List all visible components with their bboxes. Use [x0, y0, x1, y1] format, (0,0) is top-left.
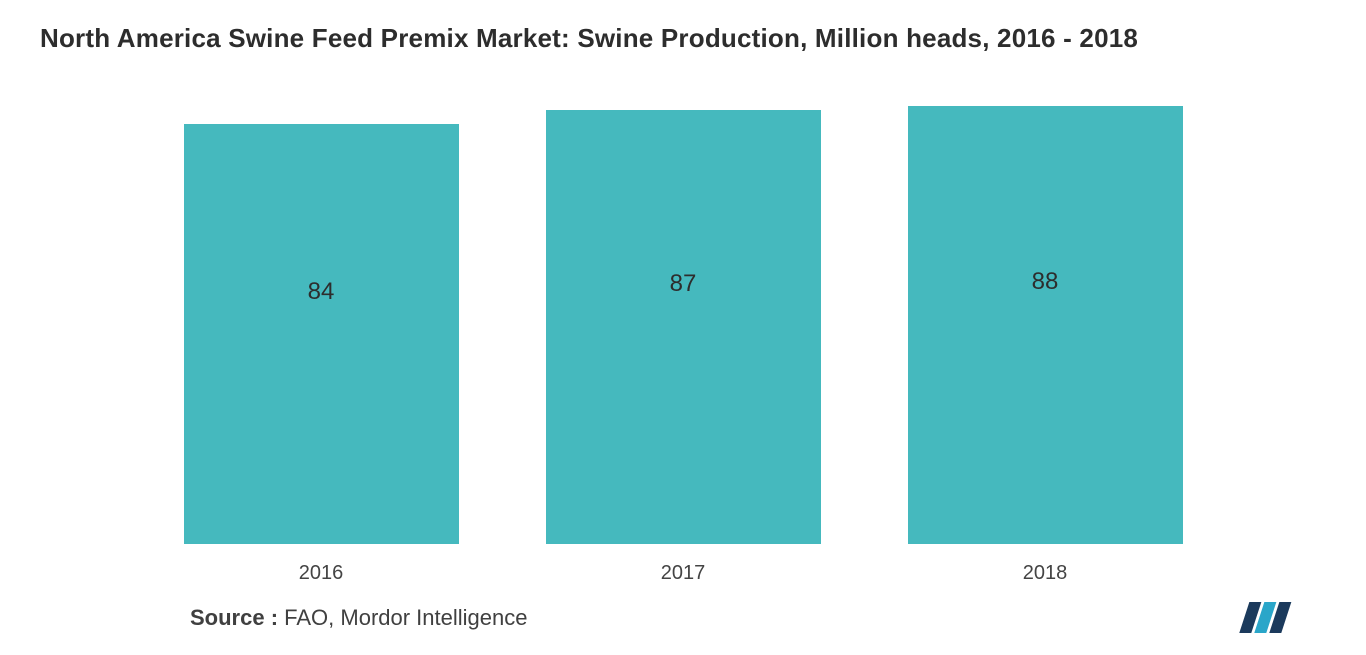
- bar-value-label: 87: [670, 270, 697, 298]
- chart-footer: Source : FAO, Mordor Intelligence: [40, 585, 1326, 635]
- source-value: FAO, Mordor Intelligence: [278, 605, 527, 630]
- chart-container: North America Swine Feed Premix Market: …: [0, 0, 1366, 655]
- bar-2016: 84: [184, 124, 459, 544]
- bar-value-label: 84: [308, 278, 335, 306]
- source-attribution: Source : FAO, Mordor Intelligence: [190, 605, 527, 631]
- bar-2017: 87: [546, 110, 821, 544]
- bar-category-label: 2016: [299, 562, 344, 585]
- mordor-logo-icon: [1236, 600, 1296, 635]
- bar-group: 87 2017: [538, 110, 828, 585]
- bar-2018: 88: [908, 106, 1183, 544]
- bar-category-label: 2018: [1023, 562, 1068, 585]
- bar-group: 84 2016: [176, 124, 466, 585]
- bar-value-label: 88: [1032, 268, 1059, 296]
- bar-category-label: 2017: [661, 562, 706, 585]
- chart-plot-area: 84 2016 87 2017 88 2018: [40, 66, 1326, 585]
- bar-group: 88 2018: [900, 106, 1190, 585]
- chart-title: North America Swine Feed Premix Market: …: [40, 20, 1326, 56]
- source-label: Source :: [190, 605, 278, 630]
